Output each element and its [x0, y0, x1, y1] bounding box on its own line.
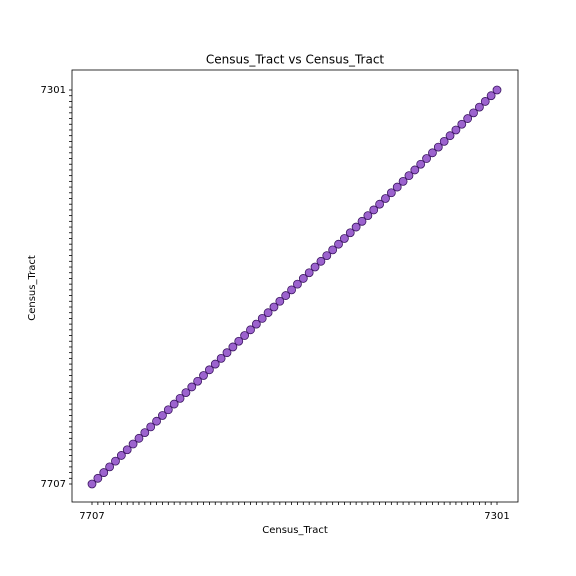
- point: [246, 325, 255, 335]
- point: [275, 296, 285, 306]
- point: [363, 211, 373, 221]
- point: [445, 131, 455, 141]
- point: [375, 199, 385, 209]
- point: [345, 228, 355, 238]
- point: [298, 274, 308, 283]
- point: [322, 251, 332, 260]
- point: [410, 165, 420, 175]
- point: [304, 268, 314, 278]
- point: [463, 114, 473, 123]
- chart-title: Census_Tract vs Census_Tract: [206, 53, 385, 67]
- point: [386, 188, 396, 198]
- point: [351, 222, 361, 232]
- point: [404, 171, 414, 181]
- point: [204, 365, 214, 375]
- y-tick-label: 7301: [41, 85, 66, 96]
- point: [146, 422, 156, 432]
- point: [392, 182, 402, 192]
- point: [357, 216, 367, 226]
- point: [316, 256, 326, 266]
- point: [140, 428, 150, 438]
- point: [93, 473, 103, 483]
- point: [128, 439, 138, 449]
- point: [169, 399, 179, 409]
- point: [222, 348, 232, 358]
- point: [234, 336, 244, 346]
- y-tick-label: 7707: [41, 479, 66, 490]
- point: [492, 85, 502, 95]
- point: [163, 405, 173, 415]
- point: [281, 291, 291, 300]
- point: [122, 445, 132, 455]
- point: [293, 279, 302, 289]
- point: [422, 154, 431, 163]
- point: [175, 393, 185, 403]
- point: [187, 382, 197, 392]
- point: [287, 285, 296, 295]
- x-axis-label: Census_Tract: [262, 525, 328, 536]
- point: [257, 314, 267, 323]
- point: [439, 136, 449, 146]
- point: [251, 319, 261, 329]
- point: [158, 411, 167, 420]
- point: [263, 308, 273, 318]
- point: [369, 205, 379, 215]
- point: [210, 359, 220, 369]
- point: [228, 342, 238, 352]
- point: [469, 108, 478, 118]
- point: [216, 353, 226, 363]
- point: [181, 388, 191, 398]
- point: [116, 451, 126, 460]
- point: [451, 125, 461, 135]
- point: [310, 262, 320, 272]
- point: [269, 302, 279, 312]
- point: [240, 331, 250, 340]
- plot-frame: [71, 69, 519, 503]
- point: [334, 239, 343, 249]
- point: [199, 371, 208, 380]
- point: [428, 148, 437, 158]
- point: [193, 376, 203, 386]
- y-axis-label: Census_Tract: [27, 255, 38, 321]
- point: [339, 234, 349, 243]
- point: [134, 433, 144, 443]
- point: [474, 102, 484, 112]
- point: [416, 159, 426, 169]
- point: [381, 194, 390, 203]
- x-tick-label: 7707: [79, 511, 104, 522]
- point: [111, 456, 120, 466]
- point: [433, 142, 443, 152]
- point: [105, 462, 115, 472]
- x-tick-label: 7301: [484, 511, 509, 522]
- point: [457, 119, 467, 129]
- point: [87, 479, 97, 489]
- point: [480, 97, 490, 106]
- point: [328, 245, 338, 255]
- point: [99, 468, 109, 477]
- point: [398, 176, 408, 186]
- point: [486, 91, 496, 101]
- point: [152, 416, 161, 426]
